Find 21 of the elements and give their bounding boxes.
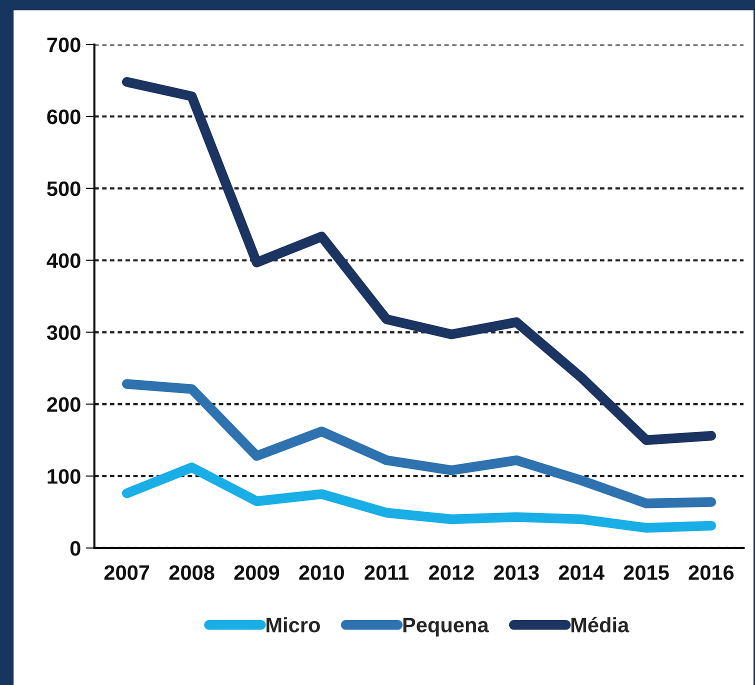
y-tick-label: 700	[47, 38, 80, 52]
x-tick-label: 2013	[494, 565, 539, 580]
y-tick-label: 300	[46, 325, 80, 340]
x-tick-label: 2007	[104, 565, 150, 580]
y-tick-label: 0	[70, 541, 80, 556]
y-tick-label: 100	[48, 469, 80, 484]
legend-label: Média	[571, 616, 630, 632]
x-tick-label: 2014	[558, 565, 604, 580]
x-tick-label: 2010	[299, 565, 344, 580]
legend-label: Micro	[266, 617, 320, 632]
y-tick-label: 200	[47, 397, 80, 412]
x-tick-label: 2009	[234, 565, 280, 580]
x-tick-label: 2008	[169, 565, 214, 580]
y-tick-label: 600	[47, 109, 80, 124]
x-tick-label: 2016	[688, 565, 734, 580]
y-tick-label: 400	[46, 253, 80, 268]
x-tick-label: 2011	[364, 565, 409, 580]
y-tick-label: 500	[47, 181, 80, 196]
x-tick-label: 2012	[429, 565, 474, 580]
x-tick-label: 2015	[624, 565, 669, 580]
legend-label: Pequena	[403, 618, 489, 637]
